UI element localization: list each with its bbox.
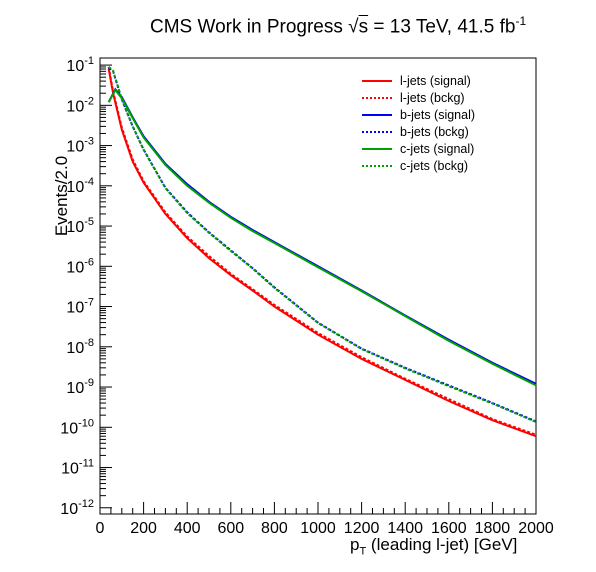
legend-swatch (362, 79, 392, 82)
title-lumi-exponent: -1 (515, 14, 527, 28)
legend-swatch (362, 113, 392, 116)
y-tick-label: 10-7 (66, 297, 94, 317)
x-tick-label: 400 (174, 520, 201, 537)
legend-swatch (362, 164, 392, 167)
y-tick-label: 10-3 (66, 136, 94, 156)
legend-swatch (362, 147, 392, 150)
y-tick-label: 10-6 (66, 256, 94, 276)
x-tick-label: 1400 (387, 520, 423, 537)
x-tick-label: 2000 (518, 520, 554, 537)
title-experiment: CMS (150, 16, 193, 38)
x-tick-label: 1000 (300, 520, 336, 537)
x-tick-label: 1600 (431, 520, 467, 537)
legend-entry: b-jets (bckg) (362, 123, 475, 140)
y-tick-label: 10-4 (66, 176, 94, 196)
chart-title: CMS Work in Progress √s = 13 TeV, 41.5 f… (150, 14, 526, 38)
legend: l-jets (signal) l-jets (bckg) b-jets (sign… (362, 72, 475, 174)
x-tick-label: 800 (261, 520, 288, 537)
y-tick-label: 10-1 (66, 55, 94, 75)
y-axis-label: Events/2.0 (52, 155, 72, 237)
x-tick-label: 600 (217, 520, 244, 537)
legend-swatch (362, 96, 392, 99)
y-tick-label: 10-2 (66, 95, 94, 115)
title-status: Work in Progress (197, 16, 343, 38)
x-axis-label: pT (leading l-jet) [GeV] (350, 535, 517, 557)
legend-entry: c-jets (bckg) (362, 157, 475, 174)
legend-label: l-jets (signal) (400, 73, 471, 88)
y-tick-label: 10-8 (66, 337, 94, 357)
y-axis: 10-12 10-11 10-10 10-9 10-8 10-7 10-6 10-5 10-4 1… (60, 55, 112, 518)
x-tick-label: 200 (130, 520, 157, 537)
series-line-4 (107, 88, 537, 387)
series-layer (107, 66, 537, 438)
x-tick-label: 0 (96, 520, 105, 537)
legend-entry: l-jets (signal) (362, 72, 475, 89)
title-energy-label: s (358, 16, 369, 38)
x-axis: 0 200 400 600 800 1000 1200 1400 1600 1800 2000 (96, 502, 554, 537)
legend-swatch (362, 130, 392, 133)
y-tick-label: 10-12 (60, 498, 94, 518)
x-tick-label: 1200 (344, 520, 380, 537)
legend-label: b-jets (bckg) (400, 124, 469, 139)
x-axis-label-main: p (350, 535, 360, 554)
legend-label: c-jets (signal) (400, 141, 475, 156)
legend-entry: b-jets (signal) (362, 106, 475, 123)
legend-entry: c-jets (signal) (362, 140, 475, 157)
legend-label: c-jets (bckg) (400, 158, 469, 173)
legend-entry: l-jets (bckg) (362, 89, 475, 106)
legend-label: l-jets (bckg) (400, 90, 465, 105)
y-tick-label: 10-9 (66, 377, 94, 397)
title-energy-value: = 13 TeV, 41.5 fb (368, 16, 516, 38)
y-tick-label: 10-11 (61, 458, 94, 478)
y-tick-label: 10-5 (66, 216, 94, 236)
series-line-5 (108, 66, 537, 423)
x-axis-label-sub: T (359, 545, 367, 558)
y-tick-label: 10-10 (60, 417, 94, 437)
x-axis-label-rest: (leading l-jet) [GeV] (366, 535, 518, 554)
legend-label: b-jets (signal) (400, 107, 476, 122)
title-sqrt-symbol: √ (348, 16, 359, 38)
x-tick-label: 1800 (475, 520, 511, 537)
y-axis-label-wrap: Events/2.0 (22, 146, 71, 246)
